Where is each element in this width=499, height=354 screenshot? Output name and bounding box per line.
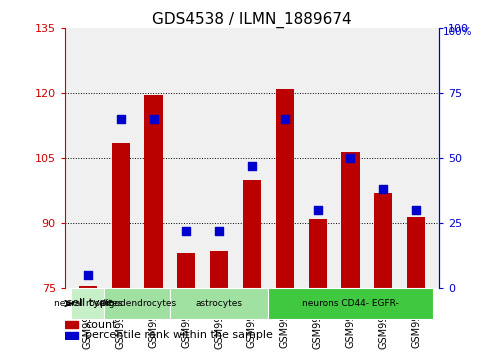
Bar: [145, 95, 163, 288]
Bar: [65, 321, 78, 329]
Bar: [374, 193, 392, 288]
Text: cell type: cell type: [66, 298, 113, 308]
Bar: [65, 332, 78, 339]
Bar: [71, 288, 104, 319]
Text: oligodendrocytes: oligodendrocytes: [98, 299, 176, 308]
Text: neurons CD44- EGFR-: neurons CD44- EGFR-: [302, 299, 399, 308]
Point: [182, 228, 190, 234]
Bar: [104, 288, 170, 319]
Point: [281, 116, 289, 122]
Text: count: count: [85, 320, 117, 330]
Point: [84, 272, 92, 278]
Point: [117, 116, 125, 122]
Point: [314, 207, 322, 213]
Text: 100%: 100%: [443, 27, 473, 37]
Bar: [308, 219, 327, 288]
Text: neural rosettes: neural rosettes: [53, 299, 122, 308]
Bar: [341, 152, 359, 288]
Bar: [177, 253, 196, 288]
Bar: [243, 180, 261, 288]
Point: [215, 228, 223, 234]
Point: [248, 163, 256, 169]
Title: GDS4538 / ILMN_1889674: GDS4538 / ILMN_1889674: [152, 12, 352, 28]
Bar: [276, 89, 294, 288]
Bar: [170, 288, 268, 319]
Text: percentile rank within the sample: percentile rank within the sample: [85, 330, 273, 340]
Point: [346, 155, 354, 161]
Point: [412, 207, 420, 213]
Point: [379, 187, 387, 192]
Bar: [268, 288, 433, 319]
Point: [150, 116, 158, 122]
Bar: [210, 251, 228, 288]
Bar: [79, 286, 97, 288]
Bar: [112, 143, 130, 288]
Text: astrocytes: astrocytes: [196, 299, 243, 308]
Bar: [407, 217, 425, 288]
